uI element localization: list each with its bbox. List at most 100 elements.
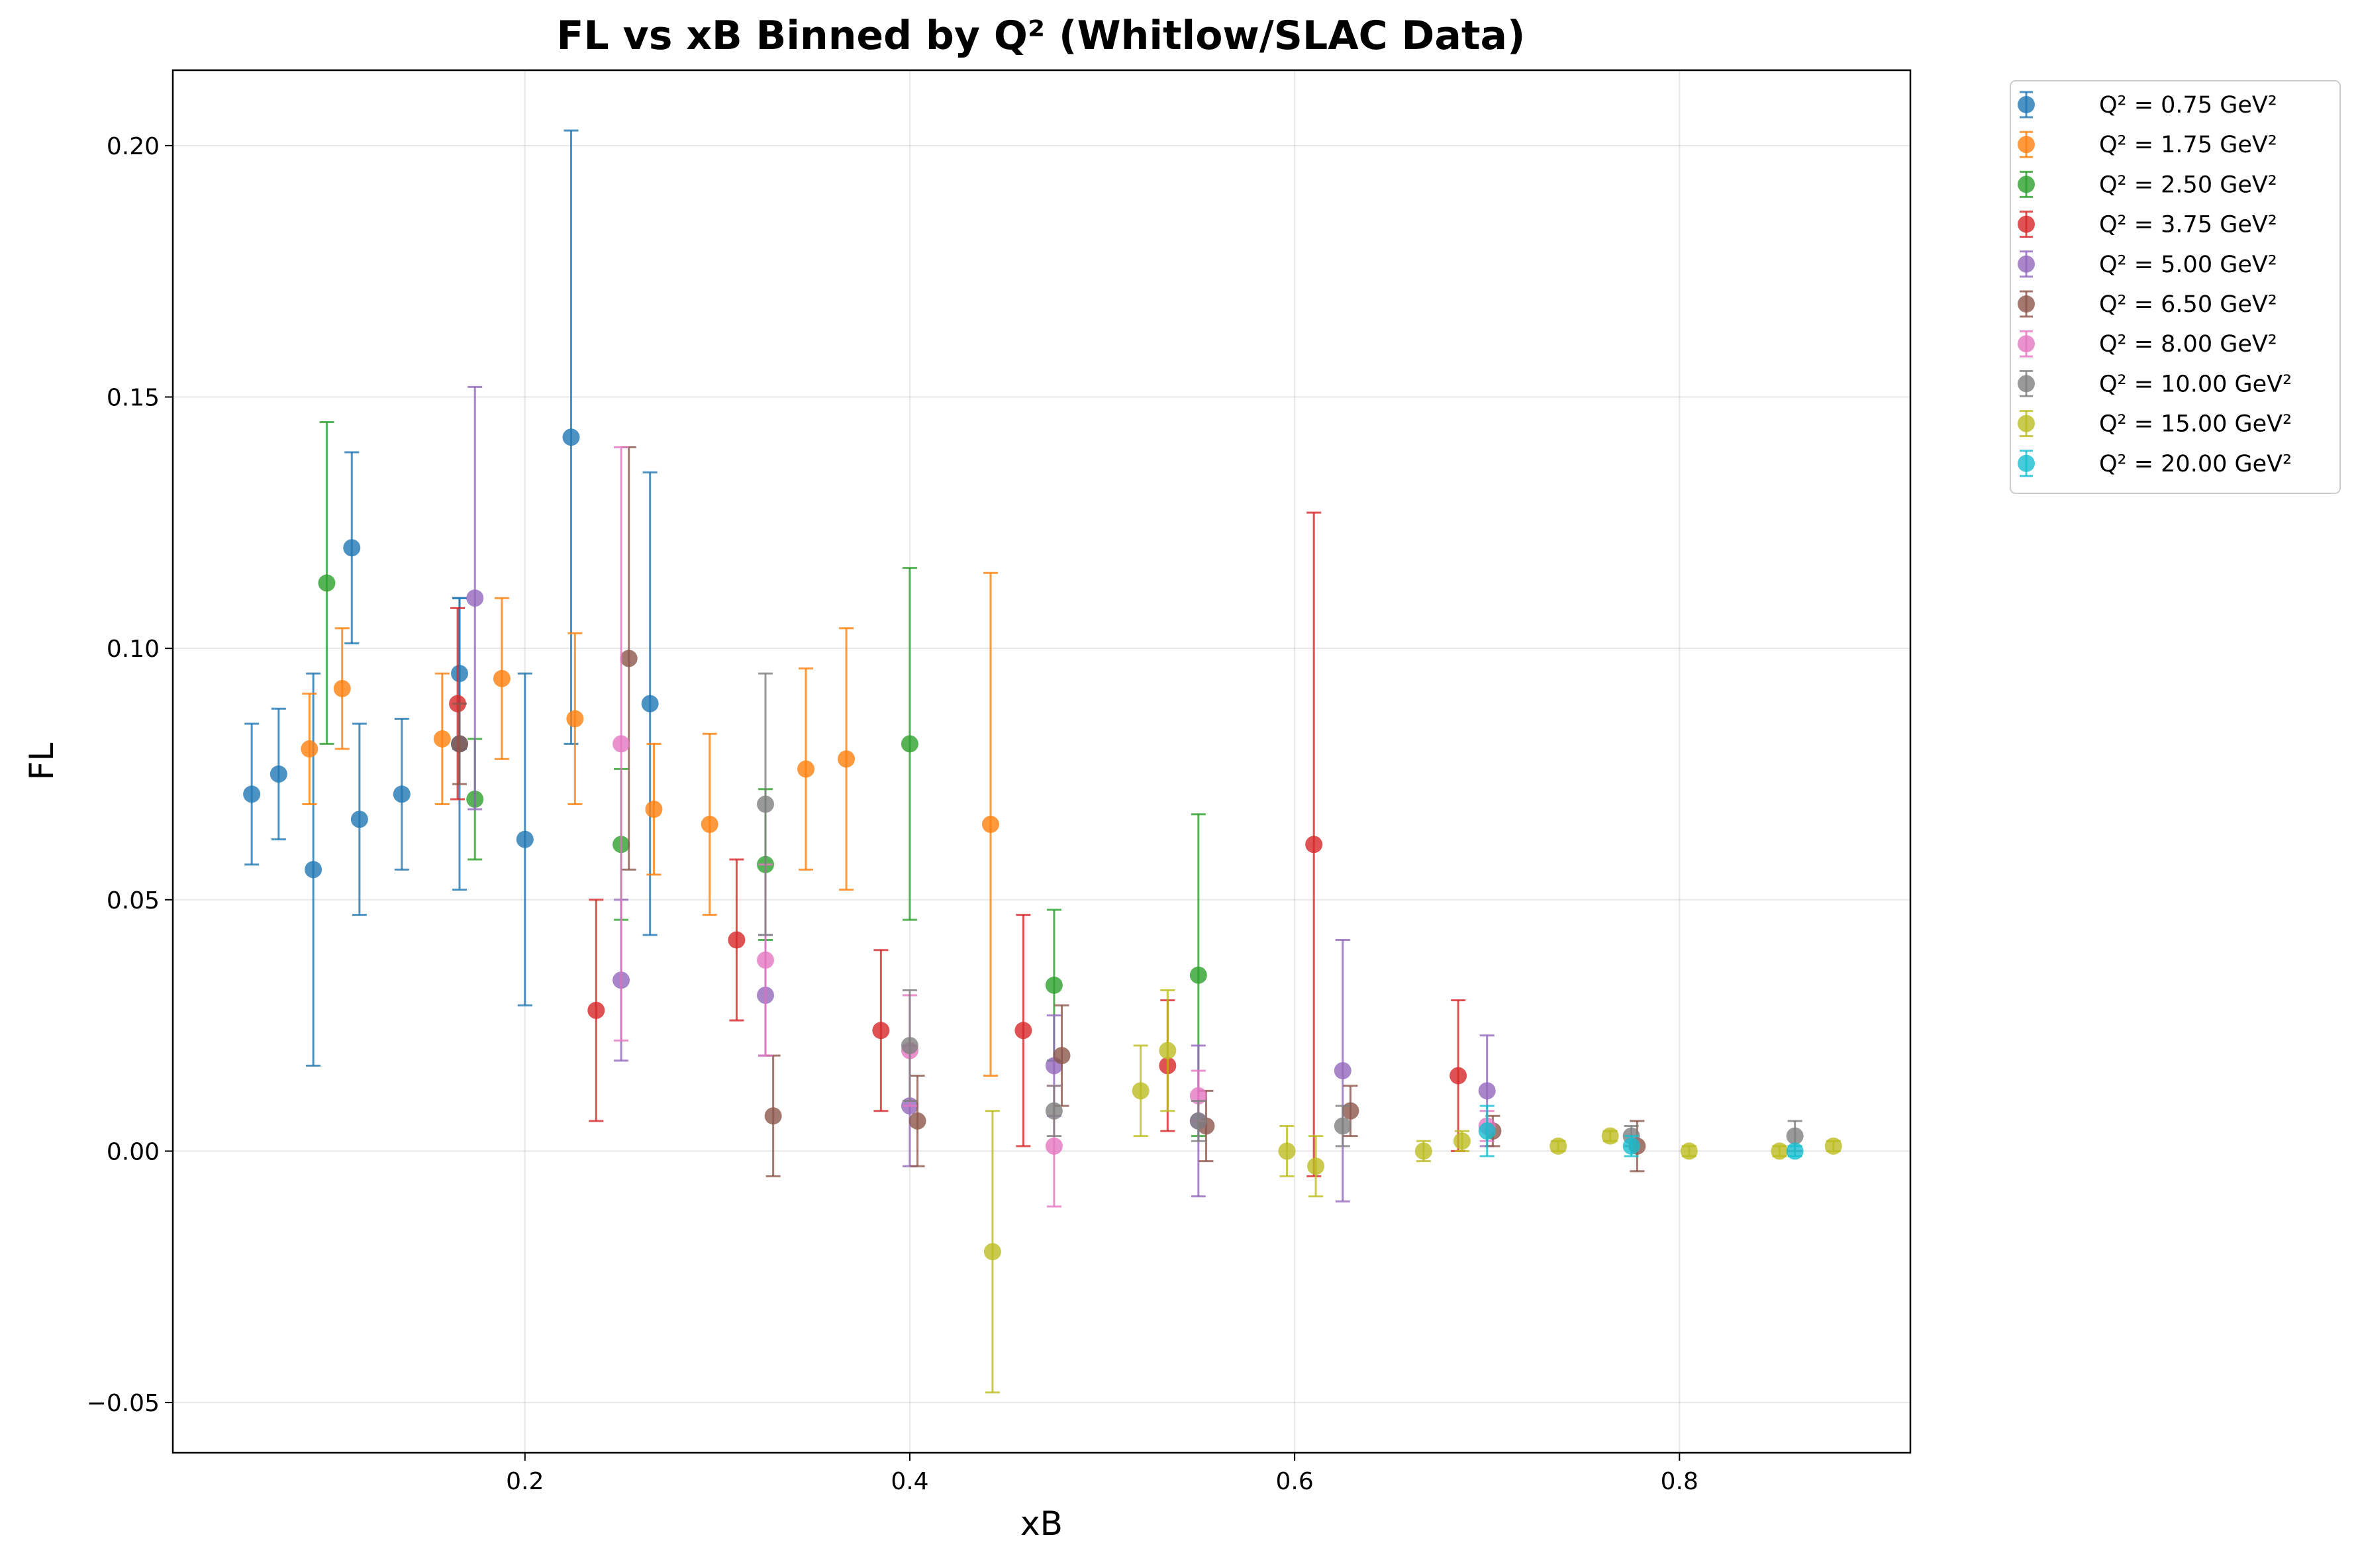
- data-point: [516, 830, 534, 848]
- data-point: [1680, 1142, 1698, 1160]
- legend-item: Q² = 20.00 GeV²: [2018, 450, 2292, 477]
- data-point: [1334, 1117, 1351, 1135]
- data-point: [1771, 1142, 1789, 1160]
- data-point: [343, 539, 361, 557]
- data-point: [1278, 1142, 1296, 1160]
- legend-label: Q² = 0.75 GeV²: [2099, 92, 2277, 119]
- legend-label: Q² = 20.00 GeV²: [2099, 451, 2292, 477]
- data-point: [1478, 1122, 1496, 1140]
- x-tick-label: 0.8: [1661, 1468, 1698, 1495]
- data-point: [1824, 1137, 1842, 1155]
- data-point: [305, 861, 322, 879]
- data-point: [350, 810, 368, 828]
- data-point: [1342, 1102, 1359, 1120]
- data-point: [301, 740, 319, 758]
- series-group: [983, 989, 1842, 1394]
- data-point: [1453, 1132, 1471, 1150]
- data-point: [797, 760, 815, 778]
- data-point: [587, 1001, 605, 1019]
- data-point: [493, 669, 511, 687]
- legend-item: Q² = 3.75 GeV²: [2018, 211, 2277, 238]
- data-point: [566, 710, 584, 728]
- legend: Q² = 0.75 GeV² Q² = 1.75 GeV² Q² = 2.50 Ge…: [2010, 80, 2341, 494]
- y-tick-label: 0.05: [107, 887, 160, 914]
- legend-item: Q² = 10.00 GeV²: [2018, 369, 2292, 397]
- data-point: [1045, 1102, 1063, 1120]
- y-tick-label: 0.10: [107, 636, 160, 663]
- legend-marker: [2018, 295, 2035, 313]
- data-point: [901, 1036, 918, 1054]
- data-point: [450, 735, 468, 753]
- x-axis-label: xB: [1020, 1504, 1063, 1543]
- legend-item: Q² = 0.75 GeV²: [2018, 91, 2277, 119]
- legend-label: Q² = 5.00 GeV²: [2099, 252, 2277, 278]
- axis-layer: 0.2 0.4 0.6 0.8 −0.05 0.00 0.05 0.10 0.15 0.20: [87, 133, 1698, 1495]
- y-tick-label: 0.20: [107, 133, 160, 160]
- data-point: [433, 730, 451, 748]
- legend-label: Q² = 2.50 GeV²: [2099, 172, 2277, 198]
- chart-title: FL vs xB Binned by Q² (Whitlow/SLAC Data…: [557, 13, 1526, 59]
- legend-frame: [2010, 80, 2341, 494]
- data-point: [909, 1112, 926, 1130]
- data-point: [1478, 1082, 1496, 1100]
- data-point: [701, 815, 718, 833]
- data-point: [983, 1243, 1001, 1261]
- data-point: [1786, 1142, 1804, 1160]
- legend-marker: [2018, 175, 2035, 193]
- data-point: [1189, 966, 1207, 984]
- legend-marker: [2018, 96, 2035, 113]
- legend-marker: [2018, 375, 2035, 393]
- data-point: [1305, 836, 1323, 854]
- legend-marker: [2018, 415, 2035, 432]
- legend-label: Q² = 15.00 GeV²: [2099, 411, 2292, 438]
- data-point: [562, 428, 580, 446]
- y-tick-label: −0.05: [87, 1390, 160, 1417]
- data-point: [1159, 1042, 1177, 1059]
- data-point: [1045, 1137, 1063, 1155]
- legend-marker: [2018, 136, 2035, 154]
- legend-label: Q² = 10.00 GeV²: [2099, 371, 2292, 397]
- data-point: [1132, 1082, 1150, 1100]
- legend-marker: [2018, 255, 2035, 273]
- data-point: [1786, 1127, 1804, 1145]
- data-point: [645, 801, 663, 818]
- data-point: [466, 589, 484, 607]
- legend-label: Q² = 6.50 GeV²: [2099, 291, 2277, 318]
- data-point: [1622, 1137, 1640, 1155]
- legend-label: Q² = 3.75 GeV²: [2099, 212, 2277, 238]
- data-point: [243, 785, 261, 803]
- y-tick-label: 0.15: [107, 385, 160, 412]
- x-tick-label: 0.6: [1275, 1468, 1313, 1495]
- data-point: [981, 815, 999, 833]
- legend-marker: [2018, 335, 2035, 353]
- grid-layer: [173, 70, 1910, 1453]
- y-tick-label: 0.00: [107, 1138, 160, 1165]
- data-point: [901, 735, 918, 753]
- data-point: [1414, 1142, 1432, 1160]
- legend-label: Q² = 8.00 GeV²: [2099, 331, 2277, 358]
- data-point: [728, 931, 746, 949]
- data-point: [620, 650, 638, 667]
- legend-item: Q² = 6.50 GeV²: [2018, 290, 2277, 318]
- data-point: [757, 951, 775, 969]
- x-tick-label: 0.4: [891, 1468, 928, 1495]
- data-point: [270, 765, 287, 783]
- data-point: [1053, 1047, 1071, 1065]
- x-tick-label: 0.2: [506, 1468, 544, 1495]
- data-point: [641, 695, 659, 712]
- plot-area-frame: [172, 69, 1912, 1454]
- data-point: [764, 1107, 782, 1125]
- data-point: [757, 795, 775, 813]
- legend-item: Q² = 15.00 GeV²: [2018, 410, 2292, 438]
- series-group: [301, 571, 999, 1077]
- series-group: [1478, 1104, 1804, 1160]
- legend-marker: [2018, 215, 2035, 233]
- data-point: [1601, 1127, 1619, 1145]
- data-point: [1449, 1067, 1467, 1085]
- legend-item: Q² = 5.00 GeV²: [2018, 250, 2277, 278]
- series-group: [318, 420, 1207, 1138]
- data-point: [1549, 1137, 1567, 1155]
